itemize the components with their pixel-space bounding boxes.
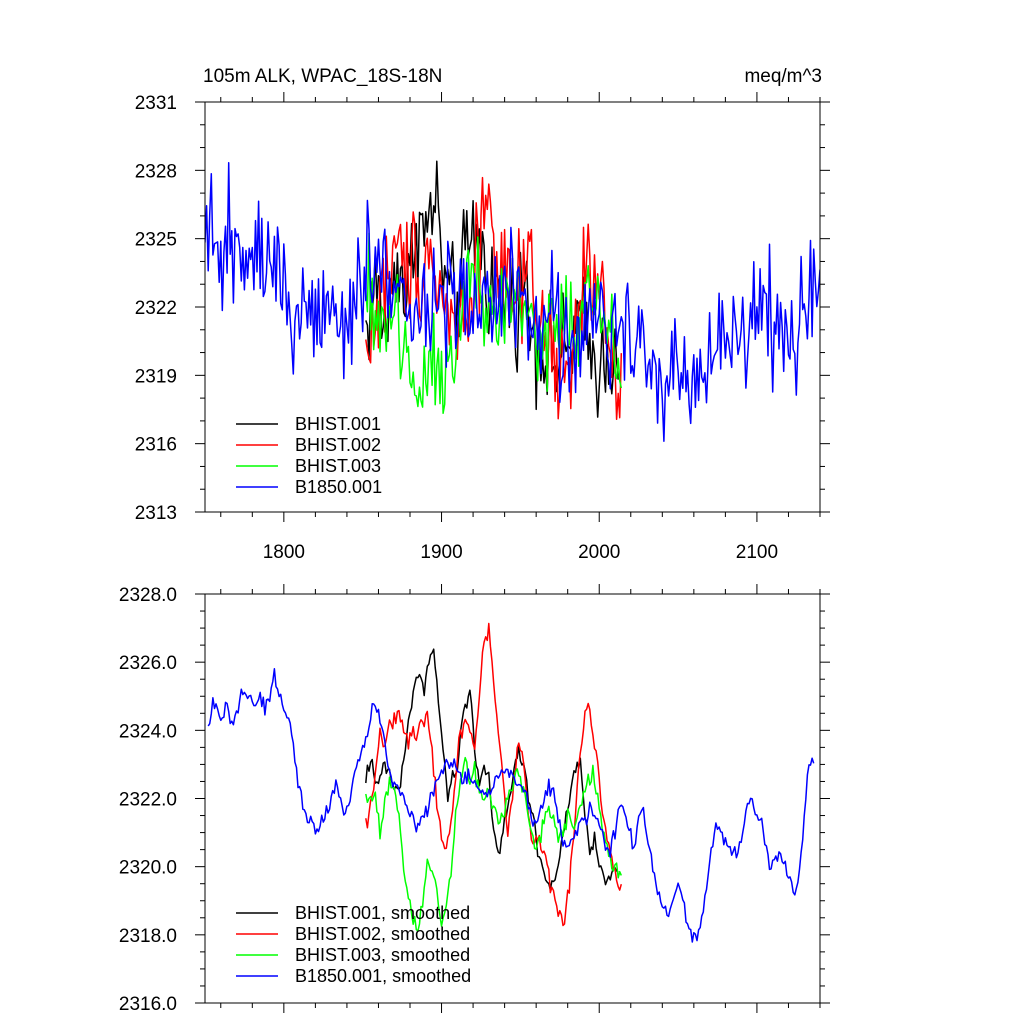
legend-label: BHIST.002 xyxy=(295,435,381,455)
series-line-bhist-002 xyxy=(365,176,623,421)
x-tick-label: 2000 xyxy=(578,542,620,563)
series-line-b1850-001 xyxy=(205,162,820,442)
y-tick-label: 2331 xyxy=(135,93,177,114)
y-tick-label: 2319 xyxy=(135,366,177,387)
y-tick-label: 2322.0 xyxy=(119,790,177,811)
bottom-panel: 2316.0 2318.0 2320.0 2322.0 2324.0 2326.0 2328… xyxy=(119,584,830,1015)
x-tick-label: 2100 xyxy=(736,542,778,563)
series-line-bhist-002-smoothed xyxy=(365,622,623,927)
y-tick-label: 2313 xyxy=(135,503,177,524)
y-tick-label: 2316.0 xyxy=(119,994,177,1015)
legend-label: BHIST.003 xyxy=(295,456,381,476)
y-tick-label: 2322 xyxy=(135,298,177,319)
legend-label: B1850.001, smoothed xyxy=(295,966,471,986)
legend-label: B1850.001 xyxy=(295,477,382,497)
y-tick-label: 2320.0 xyxy=(119,858,177,879)
legend-label: BHIST.001, smoothed xyxy=(295,903,470,923)
top-units: meq/m^3 xyxy=(744,66,822,87)
top-panel: 1800 1900 2000 2100 2313 2316 2319 2322 2325 2328… xyxy=(135,92,830,563)
series-line-bhist-003-smoothed xyxy=(365,756,622,932)
top-title: 105m ALK, WPAC_18S-18N xyxy=(203,66,442,87)
legend-label: BHIST.001 xyxy=(295,414,381,434)
y-tick-label: 2324.0 xyxy=(119,721,177,742)
legend-label: BHIST.003, smoothed xyxy=(295,945,470,965)
series-line-bhist-001-smoothed xyxy=(365,648,619,891)
x-tick-label: 1900 xyxy=(420,542,462,563)
series-line-b1850-001-smoothed xyxy=(207,668,815,943)
y-tick-label: 2328.0 xyxy=(119,585,177,606)
x-tick-label: 1800 xyxy=(263,542,305,563)
y-tick-label: 2328 xyxy=(135,161,177,182)
legend-label: BHIST.002, smoothed xyxy=(295,924,470,944)
y-tick-label: 2318.0 xyxy=(119,926,177,947)
y-tick-label: 2326.0 xyxy=(119,653,177,674)
y-tick-label: 2316 xyxy=(135,435,177,456)
y-tick-label: 2325 xyxy=(135,230,177,251)
